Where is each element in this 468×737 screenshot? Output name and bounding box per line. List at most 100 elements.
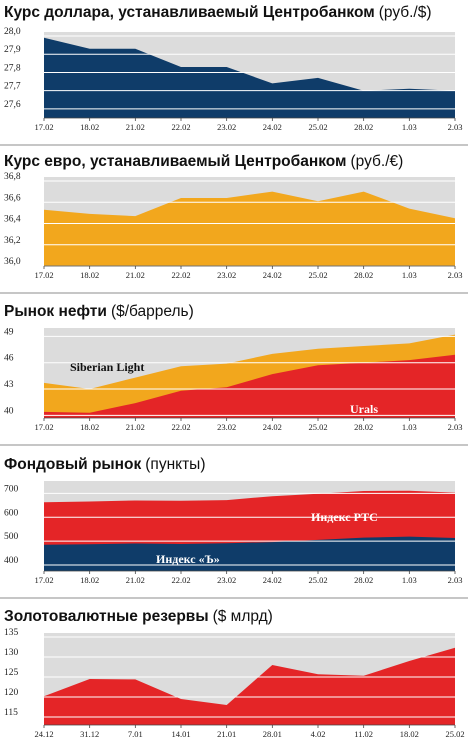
stock-y-tick-label: 700 bbox=[4, 484, 19, 494]
stock-series-area-1 bbox=[44, 536, 455, 571]
reserves-x-tick-label: 11.02 bbox=[354, 729, 373, 737]
euro-x-tick-label: 28.02 bbox=[354, 270, 373, 280]
reserves-title-main: Золотовалютные резервы bbox=[4, 608, 209, 625]
reserves-x-tick-label: 28.01 bbox=[263, 729, 282, 737]
oil-x-tick-label: 18.02 bbox=[80, 422, 99, 432]
oil-y-tick-label: 43 bbox=[4, 380, 14, 390]
dollar-y-tick-label: 27,7 bbox=[4, 82, 21, 92]
dollar-x-tick-label: 28.02 bbox=[354, 122, 373, 132]
dollar-y-tick-label: 27,6 bbox=[4, 100, 21, 110]
oil-x-tick-label: 1.03 bbox=[402, 422, 417, 432]
reserves-x-tick-label: 18.02 bbox=[400, 729, 419, 737]
stock-x-tick-label: 25.02 bbox=[308, 575, 327, 585]
dollar-title-unit: (руб./$) bbox=[379, 4, 432, 21]
euro-x-tick-label: 22.02 bbox=[171, 270, 190, 280]
euro-rate-panel: Курс евро, устанавливаемый Центробанком … bbox=[4, 153, 462, 280]
dollar-series-area-0 bbox=[44, 37, 455, 118]
dollar-x-tick-label: 22.02 bbox=[171, 122, 190, 132]
stock-x-ticks: 17.02 18.02 21.02 22.02 23.02 24.02 25.02 28.02… bbox=[34, 570, 463, 585]
stock-chart-title: Фондовый рынок (пункты) bbox=[4, 456, 206, 473]
dollar-chart-title: Курс доллара, устанавливаемый Центробанк… bbox=[4, 4, 432, 21]
dollar-marks bbox=[44, 37, 455, 118]
oil-y-ticks: 49 46 43 40 bbox=[4, 327, 455, 416]
rts-index-label: Индекс РТС bbox=[311, 510, 378, 524]
oil-series-area-1 bbox=[44, 354, 455, 418]
oil-x-ticks: 17.02 18.02 21.02 22.02 23.02 24.02 25.02 28.02… bbox=[34, 417, 462, 432]
euro-chart-title: Курс евро, устанавливаемый Центробанком … bbox=[4, 153, 403, 170]
dollar-x-tick-label: 1.03 bbox=[402, 122, 417, 132]
siberian-light-label: Siberian Light bbox=[70, 360, 144, 374]
reserves-chart-title: Золотовалютные резервы ($ млрд) bbox=[4, 608, 273, 625]
dollar-x-tick-label: 17.02 bbox=[34, 122, 53, 132]
stock-x-tick-label: 17.02 bbox=[34, 575, 53, 585]
euro-y-tick-label: 36,2 bbox=[4, 236, 21, 246]
reserves-x-tick-label: 31.12 bbox=[80, 729, 99, 737]
stock-title-main: Фондовый рынок bbox=[4, 456, 142, 473]
oil-x-tick-label: 28.02 bbox=[354, 422, 373, 432]
euro-marks bbox=[44, 191, 455, 266]
oil-x-tick-label: 22.02 bbox=[171, 422, 190, 432]
oil-y-tick-label: 49 bbox=[4, 327, 14, 337]
oil-x-tick-label: 17.02 bbox=[34, 422, 53, 432]
oil-title-main: Рынок нефти bbox=[4, 303, 107, 320]
euro-y-tick-label: 36,8 bbox=[4, 172, 21, 182]
euro-x-tick-label: 21.02 bbox=[126, 270, 145, 280]
dollar-y-tick-label: 28,0 bbox=[4, 27, 21, 37]
stock-x-tick-label: 24.02 bbox=[263, 575, 282, 585]
euro-y-tick-label: 36,4 bbox=[4, 215, 21, 225]
euro-x-tick-label: 25.02 bbox=[308, 270, 327, 280]
kommersant-index-label: Индекс «Ъ» bbox=[156, 552, 220, 566]
euro-x-tick-label: 18.02 bbox=[80, 270, 99, 280]
dollar-x-tick-label: 18.02 bbox=[80, 122, 99, 132]
dollar-x-tick-label: 2.03 bbox=[448, 122, 463, 132]
dollar-y-ticks: 28,0 27,9 27,8 27,7 27,6 bbox=[4, 27, 455, 110]
dollar-x-tick-label: 23.02 bbox=[217, 122, 236, 132]
reserves-x-tick-label: 14.01 bbox=[171, 729, 190, 737]
euro-title-unit: (руб./€) bbox=[350, 153, 403, 170]
reserves-x-tick-label: 25.02 bbox=[445, 729, 464, 737]
euro-y-tick-label: 36,6 bbox=[4, 193, 21, 203]
dollar-rate-panel: Курс доллара, устанавливаемый Центробанк… bbox=[4, 4, 462, 132]
euro-x-tick-label: 23.02 bbox=[217, 270, 236, 280]
oil-title-unit: ($/баррель) bbox=[111, 303, 194, 320]
oil-x-tick-label: 24.02 bbox=[263, 422, 282, 432]
reserves-y-tick-label: 125 bbox=[4, 668, 19, 678]
dollar-x-tick-label: 25.02 bbox=[308, 122, 327, 132]
reserves-y-tick-label: 130 bbox=[4, 648, 19, 658]
stock-x-tick-label: 21.02 bbox=[126, 575, 145, 585]
stock-x-tick-label: 18.02 bbox=[80, 575, 99, 585]
reserves-x-tick-label: 7.01 bbox=[128, 729, 143, 737]
reserves-marks bbox=[44, 647, 455, 725]
stock-x-tick-label: 22.02 bbox=[171, 575, 190, 585]
oil-market-panel: Рынок нефти ($/баррель) 49 46 43 40 17.02 18… bbox=[4, 303, 462, 432]
reserves-title-unit: ($ млрд) bbox=[213, 608, 273, 625]
euro-title-main: Курс евро, устанавливаемый Центробанком bbox=[4, 153, 346, 170]
oil-marks bbox=[44, 334, 455, 418]
reserves-x-tick-label: 21.01 bbox=[217, 729, 236, 737]
stock-x-tick-label: 2.03 bbox=[448, 575, 463, 585]
stock-y-tick-label: 400 bbox=[4, 556, 19, 566]
oil-y-tick-label: 46 bbox=[4, 354, 14, 364]
urals-label: Urals bbox=[350, 402, 378, 416]
stock-y-tick-label: 500 bbox=[4, 532, 19, 542]
reserves-y-tick-label: 115 bbox=[4, 708, 18, 718]
euro-x-ticks: 17.02 18.02 21.02 22.02 23.02 24.02 25.02 28.02… bbox=[34, 265, 463, 280]
oil-x-tick-label: 23.02 bbox=[217, 422, 236, 432]
stock-x-tick-label: 1.03 bbox=[402, 575, 417, 585]
reserves-y-tick-label: 135 bbox=[4, 628, 19, 638]
stock-y-tick-label: 600 bbox=[4, 508, 19, 518]
euro-series-area-0 bbox=[44, 191, 455, 266]
stock-x-tick-label: 23.02 bbox=[217, 575, 236, 585]
euro-x-tick-label: 17.02 bbox=[34, 270, 53, 280]
stock-market-panel: Фондовый рынок (пункты) 700 600 500 400 17.… bbox=[4, 456, 462, 585]
reserves-x-tick-label: 24.12 bbox=[34, 729, 53, 737]
reserves-x-ticks: 24.12 31.12 7.01 14.01 21.01 28.01 4.02 11.02 18… bbox=[34, 724, 465, 737]
oil-x-tick-label: 25.02 bbox=[308, 422, 327, 432]
euro-x-tick-label: 2.03 bbox=[448, 270, 463, 280]
dollar-title-main: Курс доллара, устанавливаемый Центробанк… bbox=[4, 4, 375, 21]
stock-x-tick-label: 28.02 bbox=[354, 575, 373, 585]
stock-marks bbox=[44, 490, 455, 571]
dollar-x-tick-label: 24.02 bbox=[263, 122, 282, 132]
stock-title-unit: (пункты) bbox=[145, 456, 205, 473]
